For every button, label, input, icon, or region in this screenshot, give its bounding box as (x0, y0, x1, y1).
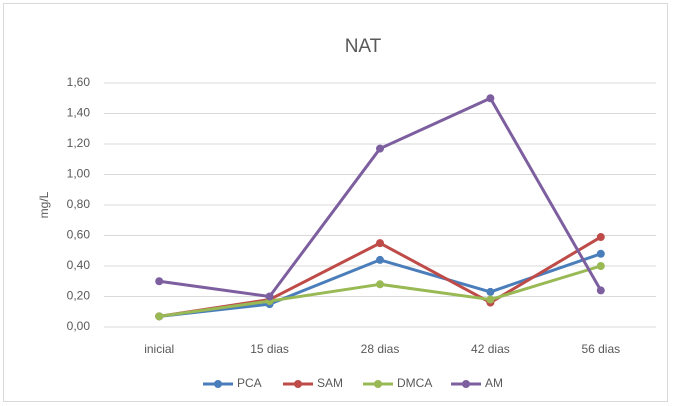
y-tick-label: 0,80 (67, 197, 91, 211)
legend-label: SAM (317, 376, 343, 390)
data-point (596, 249, 605, 258)
x-tick-label: 42 dias (471, 342, 510, 356)
x-tick-label: inicial (144, 342, 174, 356)
y-tick-label: 0,60 (67, 228, 91, 242)
data-point (376, 239, 384, 248)
legend-label: PCA (237, 376, 262, 390)
data-point (155, 312, 164, 321)
legend-marker (462, 380, 470, 388)
y-tick-label: 0,00 (67, 319, 91, 333)
legend-marker (294, 380, 302, 388)
data-point (596, 262, 605, 270)
data-point (596, 233, 605, 242)
chart-border (3, 3, 668, 402)
data-point (486, 287, 495, 296)
x-tick-label: 15 dias (250, 342, 289, 356)
data-point (486, 94, 495, 103)
legend-label: DMCA (397, 376, 432, 390)
data-point (596, 286, 605, 295)
data-point (376, 280, 384, 289)
data-point (376, 255, 384, 264)
y-tick-label: 0,20 (67, 289, 91, 303)
y-tick-label: 1,00 (67, 167, 91, 181)
data-point (155, 277, 164, 286)
data-point (265, 292, 274, 301)
data-point (486, 295, 495, 304)
y-tick-label: 1,60 (67, 75, 91, 89)
x-tick-label: 28 dias (361, 342, 400, 356)
legend-marker (214, 380, 222, 388)
chart-title: NAT (345, 36, 382, 57)
y-tick-label: 1,40 (67, 106, 91, 120)
legend-label: AM (485, 376, 503, 390)
y-tick-label: 0,40 (67, 258, 91, 272)
y-tick-label: 1,20 (67, 136, 91, 150)
data-point (376, 144, 384, 153)
x-tick-label: 56 dias (581, 342, 620, 356)
y-axis-label: mg/L (37, 191, 51, 218)
legend-marker (374, 380, 382, 388)
